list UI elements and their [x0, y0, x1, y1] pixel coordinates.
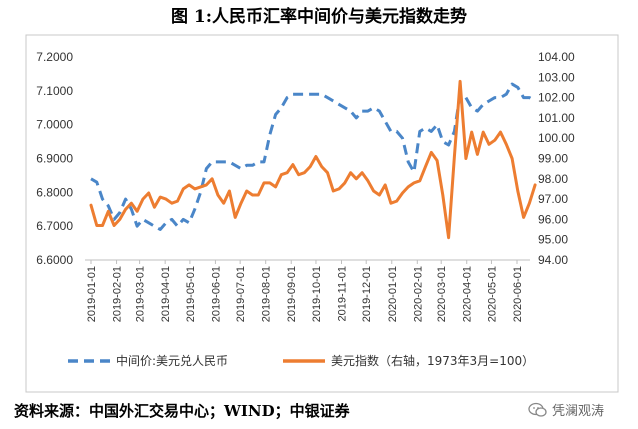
- y-right-tick-label: 97.00: [538, 192, 568, 206]
- y-right-tick-label: 103.00: [538, 70, 575, 84]
- x-tick-label: 2019-03-01: [135, 266, 147, 322]
- y-left-tick-label: 6.9000: [36, 152, 73, 166]
- y-left-tick-label: 7.0000: [36, 118, 73, 132]
- chart-frame: [25, 34, 619, 393]
- x-tick-label: 2019-12-01: [361, 266, 373, 322]
- y-right-tick-label: 95.00: [538, 233, 568, 247]
- x-tick-label: 2020-02-01: [412, 266, 424, 322]
- y-right-tick-label: 104.00: [538, 50, 575, 64]
- x-tick-label: 2020-06-01: [512, 266, 524, 322]
- x-tick-label: 2020-03-01: [436, 266, 448, 322]
- y-left-tick-label: 7.1000: [36, 84, 73, 98]
- y-left-tick-label: 7.2000: [36, 50, 73, 64]
- x-tick-label: 2019-02-01: [112, 266, 124, 322]
- chart-legend: 中间价:美元兑人民币 美元指数（右轴，1973年3月=100）: [68, 353, 534, 368]
- legend-label-cny-midpoint: 中间价:美元兑人民币: [116, 353, 228, 368]
- y-right-tick-label: 94.00: [538, 253, 568, 267]
- y-right-tick-label: 99.00: [538, 152, 568, 166]
- legend-label-dollar-index: 美元指数（右轴，1973年3月=100）: [331, 353, 534, 368]
- wechat-official-account-icon: [528, 402, 547, 417]
- x-tick-label: 2019-07-01: [235, 266, 247, 322]
- x-tick-label: 2020-04-01: [462, 266, 474, 322]
- x-tick-label: 2020-05-01: [486, 266, 498, 322]
- y-left-tick-label: 6.7000: [36, 219, 73, 233]
- watermark: 凭澜观涛: [528, 400, 604, 419]
- y-right-tick-label: 100.00: [538, 131, 575, 145]
- x-tick-label: 2019-08-01: [261, 266, 273, 322]
- x-tick-label: 2020-01-01: [387, 266, 399, 322]
- y-left-tick-label: 6.6000: [36, 253, 73, 267]
- watermark-text: 凭澜观涛: [552, 404, 605, 419]
- y-right-tick-label: 101.00: [538, 111, 575, 125]
- x-tick-label: 2019-09-01: [286, 266, 298, 322]
- y-right-tick-label: 102.00: [538, 91, 575, 105]
- x-tick-label: 2019-10-01: [311, 266, 323, 322]
- x-tick-label: 2019-01-01: [86, 266, 98, 322]
- source-note: 资料来源：中国外汇交易中心；WIND；中银证券: [14, 402, 350, 420]
- y-right-tick-label: 98.00: [538, 172, 568, 186]
- y-left-tick-label: 6.8000: [36, 185, 73, 199]
- x-tick-label: 2019-05-01: [185, 266, 197, 322]
- line-chart: 6.6000 6.7000 6.8000 6.9000 7.0000 7.1000 7.20…: [25, 34, 619, 393]
- x-tick-label: 2019-04-01: [160, 266, 172, 322]
- x-tick-label: 2019-11-01: [336, 266, 348, 321]
- y-right-tick-label: 96.00: [538, 212, 568, 226]
- chart-title: 图 1:人民币汇率中间价与美元指数走势: [170, 7, 468, 27]
- x-tick-label: 2019-06-01: [210, 266, 222, 322]
- series-line-cny-midpoint: [90, 82, 536, 231]
- series-line-dollar-index: [89, 79, 537, 240]
